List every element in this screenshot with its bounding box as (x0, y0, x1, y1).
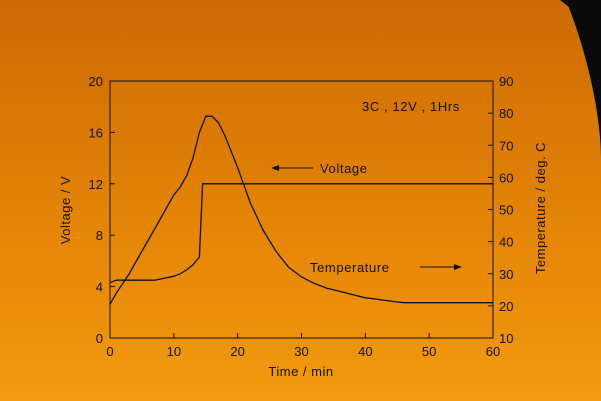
y-right-tick-label: 80 (499, 106, 513, 121)
temperature-annotation-label: Temperature (310, 260, 390, 275)
voltage-arrow-head (271, 165, 279, 171)
y-right-tick-label: 20 (499, 299, 513, 314)
y-right-tick-label: 40 (499, 235, 513, 250)
x-tick-label: 60 (486, 344, 500, 359)
y-left-axis-ticks: 0 4 8 12 16 20 (89, 74, 115, 346)
x-tick-label: 10 (167, 344, 181, 359)
plot-frame (109, 80, 494, 339)
x-tick-label: 30 (294, 344, 308, 359)
condition-annotation: 3C , 12V , 1Hrs (362, 99, 460, 114)
voltage-annotation-label: Voltage (320, 161, 368, 176)
temperature-series-line (109, 115, 493, 305)
y-left-tick-label: 12 (89, 177, 103, 192)
voltage-annotation: Voltage (271, 161, 368, 176)
y-right-tick-label: 30 (499, 267, 513, 282)
y-right-tick-label: 60 (499, 170, 513, 185)
x-tick-label: 0 (106, 344, 113, 359)
x-tick-label: 50 (422, 344, 436, 359)
y-left-axis-label: Voltage / V (58, 176, 73, 244)
y-right-tick-label: 10 (499, 331, 513, 346)
y-left-tick-label: 4 (96, 280, 103, 295)
y-right-tick-label: 50 (499, 203, 513, 218)
y-left-tick-label: 16 (89, 125, 103, 140)
x-tick-label: 40 (358, 344, 372, 359)
y-left-tick-label: 20 (89, 74, 103, 89)
y-right-axis-ticks: 10 20 30 40 50 60 70 80 90 (488, 74, 513, 346)
background-dark-edge (566, 0, 601, 160)
y-left-tick-label: 0 (96, 331, 103, 346)
y-left-tick-label: 8 (96, 228, 103, 243)
x-axis-ticks: 0 10 20 30 40 50 60 (106, 333, 500, 359)
y-right-tick-label: 70 (499, 138, 513, 153)
temperature-annotation: Temperature (310, 260, 462, 275)
temperature-arrow-head (454, 264, 462, 270)
voltage-series-line (109, 183, 493, 284)
y-right-tick-label: 90 (499, 74, 513, 89)
x-axis-label: Time / min (268, 364, 333, 379)
y-right-axis-label: Temperature / deg. C (533, 142, 548, 274)
x-tick-label: 20 (230, 344, 244, 359)
